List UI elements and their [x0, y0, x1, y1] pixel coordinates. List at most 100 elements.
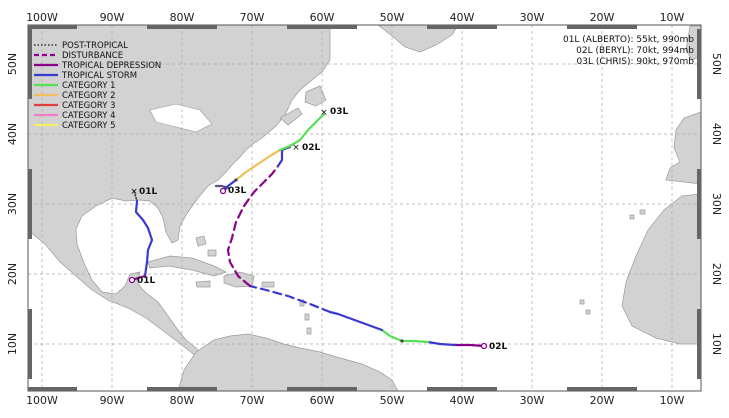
lon-label-top: 10W: [660, 11, 685, 24]
legend-label: TROPICAL DEPRESSION: [61, 61, 161, 71]
lat-label-left: 40N: [6, 123, 19, 145]
great-lakes: [149, 103, 213, 133]
lon-label-bottom: 80W: [170, 394, 195, 407]
beryl-track-depression-start: [453, 343, 486, 348]
storm-info-line: 01L (ALBERTO): 55kt, 990mb: [563, 35, 694, 45]
frame-bar-right: [697, 169, 701, 239]
alberto-start-label: 01L: [137, 276, 156, 286]
storm-labels: 01L 01L 02L 02L 03L 03L: [137, 107, 508, 352]
alberto-end-marker: ×: [130, 187, 138, 197]
lat-label-right: 10N: [710, 333, 723, 355]
frame-tick-bars: [28, 25, 701, 391]
legend-label: CATEGORY 2: [62, 91, 116, 101]
longitude-labels-top: 100W 90W 80W 70W 60W 50W 40W 30W 20W 10W: [26, 11, 684, 24]
lon-label-top: 100W: [26, 11, 58, 24]
bahamas: [195, 235, 217, 257]
frame-bar-bottom: [427, 387, 497, 391]
lon-label-top: 80W: [170, 11, 195, 24]
frame-bar-bottom: [147, 387, 217, 391]
chris-start-label: 03L: [228, 186, 247, 196]
beryl-track-tropical-storm-1: [426, 340, 457, 347]
nova-scotia: [279, 107, 303, 126]
lat-label-left: 50N: [6, 53, 19, 75]
lon-label-bottom: 60W: [310, 394, 335, 407]
frame-bar-top: [147, 25, 217, 29]
beryl-end-marker: ×: [292, 143, 300, 153]
beryl-start-marker: [480, 342, 488, 350]
legend-label: CATEGORY 1: [62, 81, 116, 91]
storm-tracks: × × ×: [128, 108, 488, 350]
frame-bar-right: [697, 309, 701, 379]
lat-label-left: 30N: [6, 193, 19, 215]
lakes: [149, 103, 213, 133]
lon-label-bottom: 40W: [450, 394, 475, 407]
storm-info-line: 02L (BERYL): 70kt, 994mb: [576, 46, 694, 56]
lon-label-top: 60W: [310, 11, 335, 24]
south-america: [177, 333, 399, 392]
frame-bar-bottom: [567, 387, 637, 391]
cape-verde: [579, 299, 591, 315]
frame-bar-bottom: [287, 387, 357, 391]
lon-label-bottom: 100W: [26, 394, 58, 407]
canary-islands: [629, 209, 646, 220]
jamaica: [195, 280, 211, 288]
beryl-mid-marker: [400, 339, 404, 343]
frame-bar-left: [28, 309, 32, 379]
lon-label-top: 30W: [520, 11, 545, 24]
frame-bar-bottom: [28, 387, 77, 391]
latitude-labels-left: 50N 40N 30N 20N 10N: [6, 53, 19, 355]
lon-label-top: 50W: [380, 11, 405, 24]
legend-label: CATEGORY 5: [62, 121, 116, 131]
north-america: [27, 24, 331, 361]
storm-info-line: 03L (CHRIS): 90kt, 970mb: [577, 57, 695, 67]
legend-label: DISTURBANCE: [62, 51, 123, 61]
alberto-track-tropical-storm: [134, 199, 154, 278]
lat-label-right: 20N: [710, 263, 723, 285]
lat-label-right: 30N: [710, 193, 723, 215]
beryl-end-label: 02L: [302, 143, 321, 153]
frame-bar-right: [697, 29, 701, 99]
chris-track-category-1: [278, 112, 326, 152]
lon-label-bottom: 50W: [380, 394, 405, 407]
lon-label-bottom: 10W: [660, 394, 685, 407]
map-frame: [27, 24, 702, 392]
lon-label-bottom: 70W: [240, 394, 265, 407]
chris-end-marker: ×: [320, 108, 328, 118]
beryl-track-disturbance-2: [226, 164, 280, 288]
legend-label: POST-TROPICAL: [62, 41, 128, 51]
legend-label: CATEGORY 3: [62, 101, 116, 111]
chris-start-marker: [219, 187, 227, 195]
beryl-track-disturbance-1: [248, 284, 332, 314]
alberto-track-post-tropical: [133, 190, 138, 202]
beryl-track-tropical-storm-2: [328, 310, 384, 332]
lon-label-top: 20W: [590, 11, 615, 24]
alberto-start-marker: [128, 276, 136, 284]
legend-label: TROPICAL STORM: [61, 71, 137, 81]
latitude-labels-right: 50N 40N 30N 20N 10N: [710, 53, 723, 355]
lon-label-top: 70W: [240, 11, 265, 24]
lat-label-left: 10N: [6, 333, 19, 355]
frame-bar-top: [287, 25, 357, 29]
lon-label-bottom: 90W: [100, 394, 125, 407]
alberto-end-label: 01L: [139, 187, 158, 197]
land-masses: [27, 24, 702, 392]
lon-label-bottom: 20W: [590, 394, 615, 407]
chris-mid-marker: [234, 178, 238, 182]
lat-label-right: 50N: [710, 53, 723, 75]
chris-end-label: 03L: [330, 107, 349, 117]
lon-label-bottom: 30W: [520, 394, 545, 407]
puerto-rico: [261, 281, 275, 288]
frame-bar-top: [567, 25, 637, 29]
lat-label-left: 20N: [6, 263, 19, 285]
frame-bar-left: [28, 169, 32, 239]
europe: [665, 111, 702, 185]
frame-bar-top: [28, 25, 77, 29]
lesser-antilles: [299, 299, 312, 335]
frame-bar-left: [28, 29, 32, 99]
chris-track-category-2: [234, 148, 282, 182]
longitude-labels-bottom: 100W 90W 80W 70W 60W 50W 40W 30W 20W 10W: [26, 394, 684, 407]
lon-label-top: 40W: [450, 11, 475, 24]
